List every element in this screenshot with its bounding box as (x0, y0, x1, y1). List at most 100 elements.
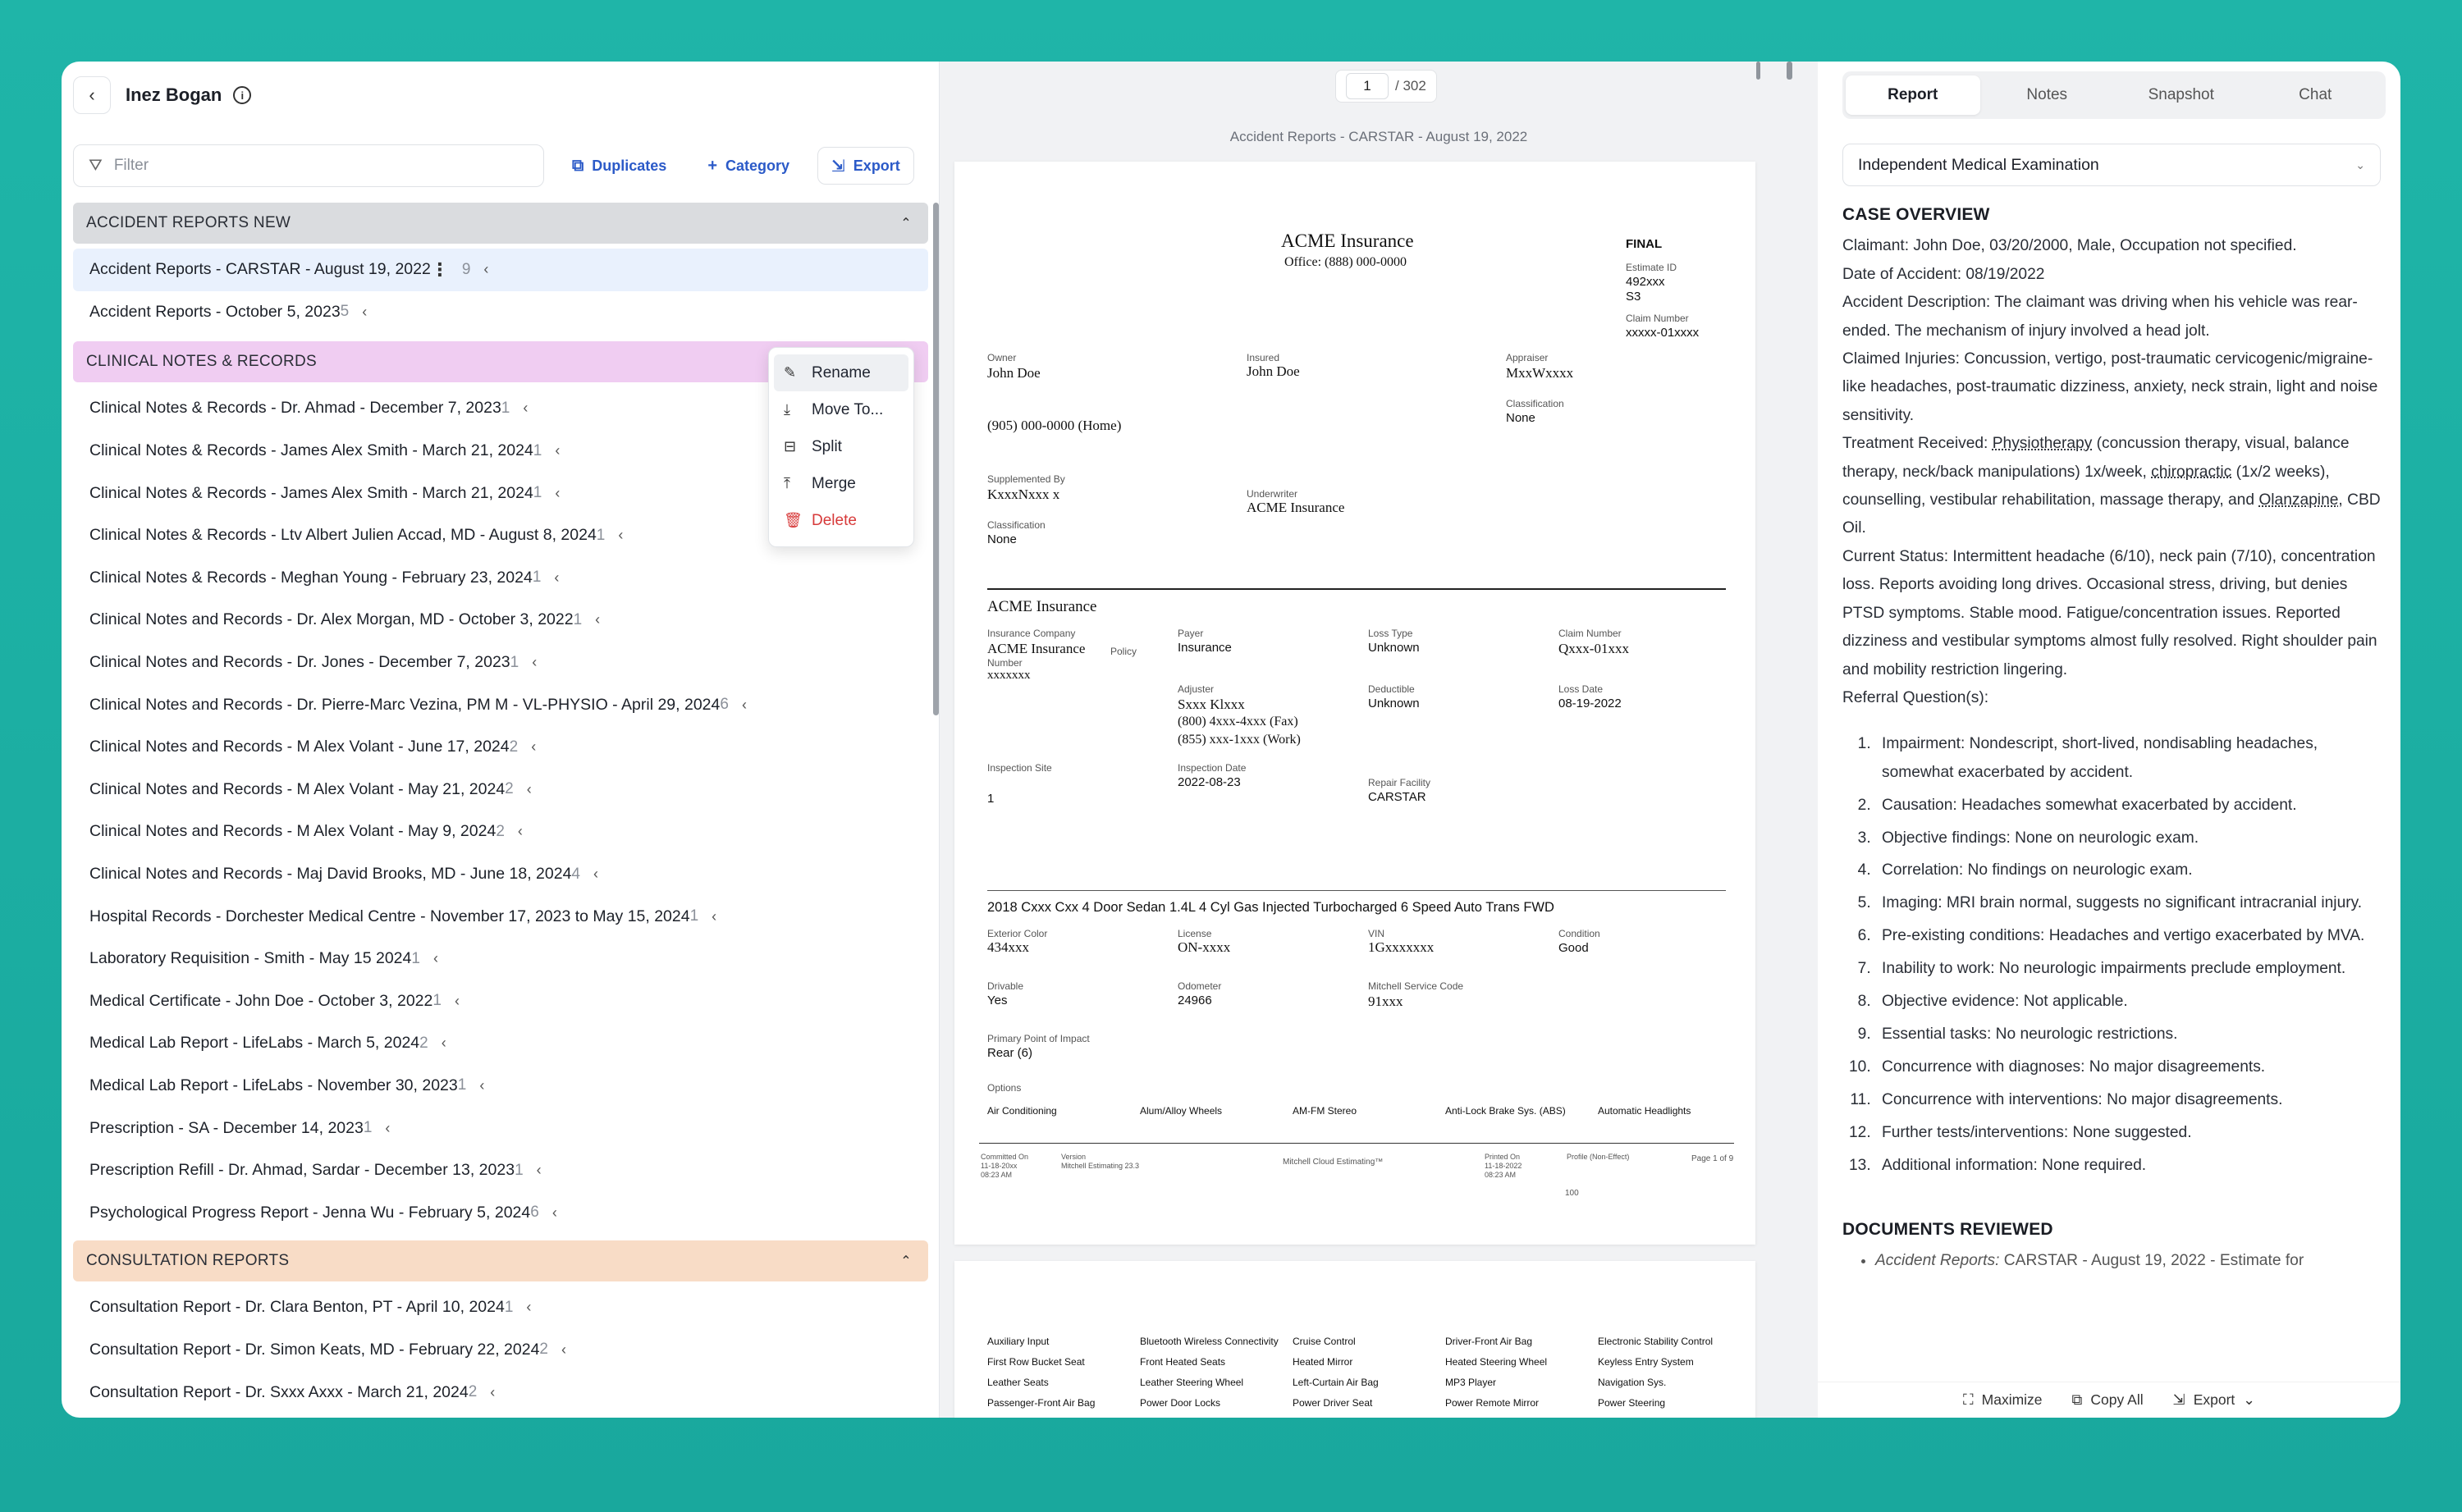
pencil-icon: ✎ (784, 364, 797, 381)
document-row[interactable]: Prescription - SA - December 14, 2023 1 ‹ (73, 1107, 928, 1149)
context-menu-item[interactable]: 🗑 Delete (774, 502, 908, 539)
chevron-left-icon[interactable]: ‹ (454, 992, 460, 1009)
chevron-left-icon[interactable]: ‹ (555, 484, 561, 501)
document-row[interactable]: Medical Lab Report - LifeLabs - November… (73, 1065, 928, 1108)
chevron-left-icon[interactable]: ‹ (551, 1204, 557, 1221)
page-count: 1 (533, 484, 542, 502)
chevron-left-icon[interactable]: ‹ (483, 261, 489, 278)
document-row[interactable]: Consultation Report - Dr. Clara Benton, … (73, 1286, 928, 1329)
info-icon[interactable]: i (233, 86, 252, 104)
add-category-button[interactable]: + Category (694, 147, 803, 185)
document-row[interactable]: Clinical Notes & Records - Ltv Albert Ju… (73, 514, 928, 557)
tab-notes[interactable]: Notes (2026, 86, 2068, 103)
page-count: 1 (363, 1119, 373, 1137)
category-header[interactable]: CONSULTATION REPORTS ⌃ (73, 1240, 928, 1282)
document-row[interactable]: Laboratory Requisition - Smith - May 15 … (73, 938, 928, 980)
chevron-left-icon[interactable]: ‹ (741, 696, 747, 713)
chevron-left-icon[interactable]: ‹ (593, 866, 598, 883)
treatment-chiro: chiropractic (2151, 463, 2232, 481)
chevron-left-icon[interactable]: ‹ (517, 823, 523, 840)
document-row[interactable]: Clinical Notes and Records - Dr. Pierre-… (73, 683, 928, 726)
filter-input[interactable]: ⛛ Filter (73, 144, 544, 187)
chevron-left-icon[interactable]: ‹ (526, 1299, 532, 1316)
viewer-scrollbar[interactable] (1787, 62, 1792, 80)
context-menu-item[interactable]: ⊟ Split (774, 428, 908, 465)
export-button[interactable]: ⇲ Export (817, 147, 914, 185)
referral-question: Further tests/interventions: None sugges… (1875, 1119, 2381, 1147)
chevron-up-icon[interactable]: ⌃ (900, 217, 912, 231)
chevron-left-icon[interactable]: ‹ (441, 1035, 446, 1052)
chevron-left-icon[interactable]: ‹ (595, 611, 601, 628)
document-row[interactable]: Accident Reports - October 5, 2023 5 ‹ (73, 291, 928, 334)
footer-printed: Printed On 11-18-2022 08:23 AM (1485, 1153, 1522, 1179)
page-number-input[interactable]: 1 (1346, 73, 1389, 99)
document-row[interactable]: Clinical Notes & Records - Dr. Ahmad - D… (73, 387, 928, 430)
document-title: Medical Certificate - John Doe - October… (89, 991, 433, 1010)
tab-chat[interactable]: Chat (2299, 86, 2332, 103)
more-options-icon[interactable]: ⋮ (430, 258, 449, 280)
document-row[interactable]: Clinical Notes and Records - M Alex Vola… (73, 726, 928, 769)
chevron-left-icon[interactable]: ‹ (561, 1341, 566, 1358)
template-select-value: Independent Medical Examination (1858, 155, 2099, 174)
estimate-status: FINAL (1626, 237, 1663, 251)
insured-label: Insured (1247, 352, 1280, 363)
chevron-left-icon[interactable]: ‹ (712, 907, 717, 925)
document-row[interactable]: Consultation Report - Dr. Simon Keats, M… (73, 1329, 928, 1372)
document-title: Prescription - SA - December 14, 2023 (89, 1118, 364, 1137)
list-scrollbar[interactable] (933, 203, 939, 715)
chevron-left-icon[interactable]: ‹ (432, 950, 438, 967)
back-button[interactable]: ‹ (73, 76, 111, 114)
document-row[interactable]: Medical Lab Report - LifeLabs - March 5,… (73, 1022, 928, 1065)
context-menu-label: Rename (812, 363, 871, 381)
document-row[interactable]: Psychological Progress Report - Jenna Wu… (73, 1191, 928, 1234)
viewer-doc-title: Accident Reports - CARSTAR - August 19, … (1229, 129, 1528, 144)
footer-profile: Profile (Non-Effect) (1567, 1153, 1630, 1161)
chevron-left-icon[interactable]: ‹ (532, 654, 538, 671)
document-row[interactable]: Hospital Records - Dorchester Medical Ce… (73, 895, 928, 938)
chevron-left-icon[interactable]: ‹ (490, 1383, 496, 1400)
policy-number: xxxxxxx (987, 669, 1031, 682)
document-row[interactable]: Prescription Refill - Dr. Ahmad, Sardar … (73, 1149, 928, 1192)
page-count: 2 (496, 822, 505, 840)
chevron-left-icon[interactable]: ‹ (479, 1076, 485, 1094)
context-menu-item[interactable]: ⤒ Merge (774, 465, 908, 502)
chevron-left-icon[interactable]: ‹ (554, 569, 560, 586)
document-row[interactable]: Clinical Notes & Records - Meghan Young … (73, 557, 928, 600)
chevron-left-icon[interactable]: ‹ (385, 1119, 391, 1136)
document-row[interactable]: Consultation Report - Dr. Sxxx Axxx - Ma… (73, 1371, 928, 1414)
document-row[interactable]: Clinical Notes & Records - James Alex Sm… (73, 430, 928, 473)
duplicates-button[interactable]: ⧉ Duplicates (559, 147, 680, 185)
chevron-left-icon[interactable]: ‹ (536, 1162, 542, 1179)
chevron-up-icon[interactable]: ⌃ (900, 1254, 912, 1269)
report-content: CASE OVERVIEW Claimant: John Doe, 03/20/… (1842, 199, 2381, 1381)
document-row[interactable]: Clinical Notes and Records - M Alex Vola… (73, 811, 928, 853)
tab-report[interactable]: Report (1846, 75, 1980, 115)
treatment-physio: Physiotherapy (1992, 435, 2093, 453)
maximize-button[interactable]: ⛶ Maximize (1963, 1391, 2043, 1409)
document-row[interactable]: Clinical Notes and Records - Dr. Jones -… (73, 642, 928, 684)
panel-splitter-handle[interactable] (1756, 62, 1760, 80)
template-select[interactable]: Independent Medical Examination ⌄ (1842, 144, 2381, 186)
document-title: Consultation Report - Dr. Sxxx Axxx - Ma… (89, 1382, 469, 1401)
document-row-meta: 1 ‹ (515, 1149, 912, 1192)
document-title: Accident Reports - CARSTAR - August 19, … (89, 260, 431, 279)
document-row[interactable]: Clinical Notes & Records - James Alex Sm… (73, 472, 928, 514)
document-row[interactable]: Clinical Notes and Records - M Alex Vola… (73, 769, 928, 811)
chevron-left-icon[interactable]: ‹ (523, 400, 529, 417)
document-row[interactable]: Medical Certificate - John Doe - October… (73, 980, 928, 1023)
context-menu-item[interactable]: ✎ Rename (774, 354, 908, 391)
document-row[interactable]: Accident Reports - CARSTAR - August 19, … (73, 249, 928, 291)
vin-value: 1Gxxxxxxx (1368, 939, 1435, 955)
chevron-left-icon[interactable]: ‹ (555, 442, 561, 459)
tab-snapshot[interactable]: Snapshot (2148, 86, 2214, 103)
copy-all-button[interactable]: ⧉ Copy All (2072, 1391, 2144, 1409)
chevron-left-icon[interactable]: ‹ (362, 303, 368, 320)
category-header[interactable]: ACCIDENT REPORTS NEW ⌃ (73, 203, 928, 244)
chevron-left-icon[interactable]: ‹ (618, 527, 624, 544)
export-report-button[interactable]: ⇲ Export ⌄ (2173, 1391, 2255, 1409)
document-row[interactable]: Clinical Notes and Records - Maj David B… (73, 853, 928, 896)
chevron-left-icon[interactable]: ‹ (526, 780, 532, 797)
context-menu-item[interactable]: ⤓ Move To... (774, 391, 908, 428)
document-row[interactable]: Clinical Notes and Records - Dr. Alex Mo… (73, 599, 928, 642)
chevron-left-icon[interactable]: ‹ (531, 738, 537, 756)
